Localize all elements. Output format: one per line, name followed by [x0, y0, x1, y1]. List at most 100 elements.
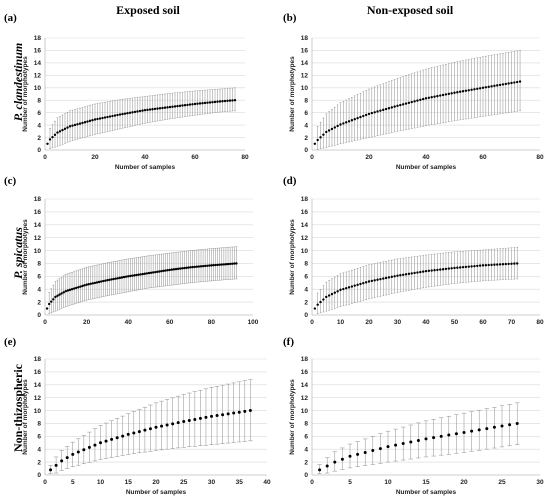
data-point: [68, 125, 72, 128]
y-tick-label: 18: [34, 356, 42, 363]
data-point: [189, 266, 192, 269]
y-tick-label: 12: [301, 395, 309, 402]
data-point: [210, 414, 213, 418]
data-point: [108, 115, 112, 118]
data-point: [111, 114, 114, 118]
y-tick-label: 10: [34, 408, 42, 415]
y-tick-label: 14: [301, 60, 309, 67]
data-point: [424, 437, 428, 441]
y-tick-label: 4: [37, 122, 41, 129]
data-point: [376, 278, 379, 281]
data-point: [322, 133, 325, 136]
data-point: [222, 263, 226, 266]
data-point: [76, 450, 80, 454]
data-point: [83, 121, 87, 124]
data-point: [208, 101, 212, 104]
data-point: [419, 98, 422, 102]
x-tick-label: 40: [422, 319, 430, 326]
data-point: [106, 115, 109, 119]
data-point: [98, 117, 102, 120]
data-point: [339, 123, 342, 126]
data-point: [129, 274, 132, 278]
data-point: [508, 423, 512, 427]
y-tick-label: 4: [37, 286, 41, 293]
data-point: [215, 414, 219, 418]
data-point: [201, 264, 205, 268]
data-point: [63, 127, 67, 131]
x-tick-label: 20: [152, 479, 160, 486]
data-point: [364, 113, 368, 117]
row-header-non-thizospheric: Non-thizospheric: [11, 363, 25, 452]
data-point: [427, 96, 431, 99]
data-point: [462, 430, 466, 434]
data-point: [402, 103, 405, 106]
data-point: [345, 121, 348, 124]
data-point: [362, 114, 365, 118]
data-point: [356, 452, 360, 456]
y-tick-label: 16: [301, 209, 309, 216]
data-point: [54, 295, 57, 299]
data-point: [513, 81, 516, 84]
data-point: [427, 269, 431, 273]
data-point: [416, 271, 419, 274]
data-point: [141, 272, 144, 276]
data-point: [367, 112, 371, 116]
data-point: [58, 130, 62, 133]
data-point: [490, 85, 493, 88]
data-point: [364, 281, 368, 284]
data-point: [68, 288, 72, 292]
data-point: [183, 104, 187, 107]
data-point: [459, 90, 462, 93]
data-point: [407, 272, 411, 276]
y-tick-label: 8: [37, 421, 41, 428]
x-tick-label: 0: [43, 154, 47, 161]
chart-panel-a: (a) 0 2 4 6 8 10 12 14 16 18 0 20 40 60 80 Number of mor…: [4, 12, 249, 171]
data-point: [433, 95, 436, 98]
y-tick-label: 18: [301, 196, 309, 203]
data-point: [477, 428, 481, 432]
data-point: [492, 425, 496, 429]
data-point: [436, 94, 439, 98]
y-tick-label: 4: [304, 286, 308, 293]
data-point: [203, 264, 207, 268]
data-point: [348, 454, 352, 458]
data-point: [165, 423, 169, 427]
data-point: [518, 80, 522, 83]
data-point: [233, 262, 236, 265]
data-point: [179, 267, 182, 270]
data-point: [501, 263, 505, 266]
x-tick-label: 15: [125, 479, 133, 486]
data-point: [103, 116, 107, 119]
data-point: [206, 264, 209, 267]
data-point: [410, 272, 413, 275]
data-point: [60, 292, 63, 295]
data-point: [214, 263, 217, 267]
data-point: [484, 264, 488, 267]
panel-label: (d): [283, 175, 297, 187]
column-header-exposed: Exposed soil: [116, 3, 180, 17]
x-tick-label: 20: [365, 154, 373, 161]
data-point: [390, 106, 393, 109]
data-point: [218, 100, 222, 103]
data-point: [49, 468, 53, 472]
data-point: [342, 122, 345, 125]
y-tick-label: 8: [304, 421, 308, 428]
data-point: [224, 263, 228, 266]
data-point: [453, 91, 456, 94]
x-tick-label: 40: [422, 154, 430, 161]
data-point: [51, 135, 54, 139]
data-point: [464, 265, 468, 269]
data-point: [186, 103, 189, 107]
data-point: [322, 298, 325, 301]
y-tick-label: 18: [34, 196, 42, 203]
data-point: [476, 264, 479, 268]
data-point: [71, 452, 75, 456]
data-point: [89, 282, 92, 286]
data-point: [363, 450, 367, 454]
x-axis-label: Number of samples: [396, 164, 457, 171]
data-point: [164, 269, 167, 272]
x-tick-label: 100: [248, 319, 259, 326]
data-point: [70, 288, 74, 291]
data-point: [81, 121, 84, 125]
